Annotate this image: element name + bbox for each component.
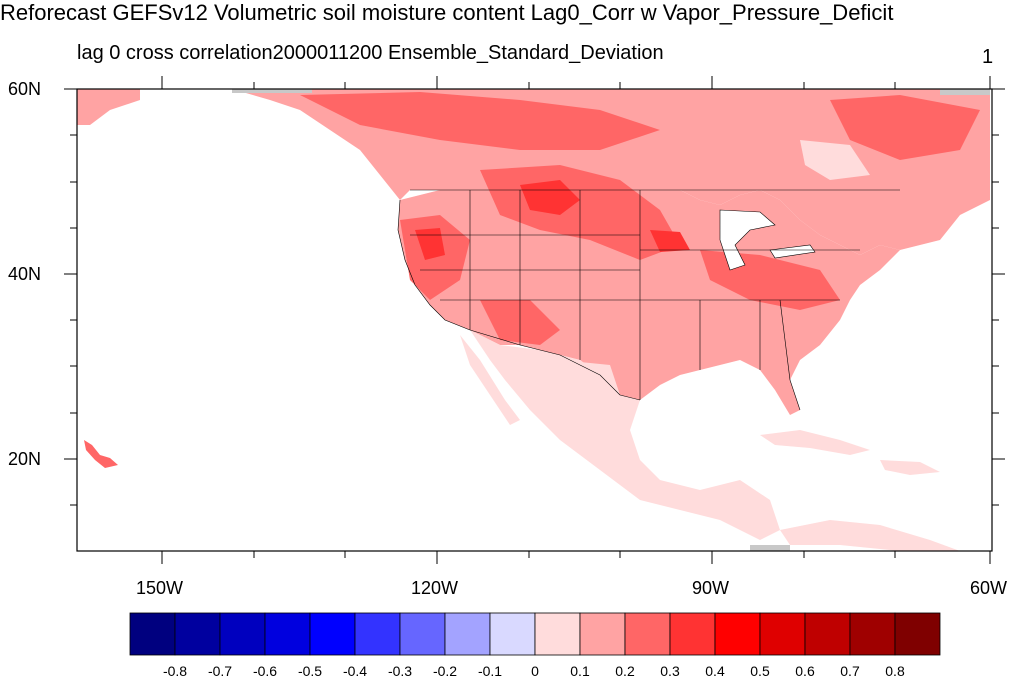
plot-subtitle: lag 0 cross correlation2000011200 Ensemb… (77, 42, 664, 64)
colorbar-tick-label: 0.3 (660, 663, 680, 679)
lat-label-20n: 20N (8, 449, 42, 469)
patch-light-texas (560, 360, 620, 395)
colorbar-tick-label: -0.8 (162, 663, 188, 679)
colorbar-swatch (894, 612, 941, 656)
colorbar-swatch (129, 612, 176, 656)
colorbar-tick-label: -0.7 (207, 663, 233, 679)
colorbar-swatch (759, 612, 806, 656)
lon-label-60w: 60W (970, 578, 1008, 598)
axis-ticks (64, 76, 1005, 564)
baja-region (460, 335, 520, 425)
missing-strip-bottom (750, 545, 790, 551)
colorbar-swatch (354, 612, 401, 656)
plot-title: Reforecast GEFSv12 Volumetric soil moist… (0, 0, 894, 25)
patch-peak-3 (650, 230, 690, 252)
patch-peak-1 (520, 180, 580, 215)
colorbar-tick-label: -0.1 (477, 663, 503, 679)
colorbar-tick-label: -0.3 (387, 663, 413, 679)
cuba-region (760, 430, 870, 455)
usa-region (398, 190, 900, 415)
colorbar-swatch (309, 612, 356, 656)
colorbar-tick-label: 0.1 (570, 663, 590, 679)
colorbar-tick-label: 0.6 (795, 663, 815, 679)
colorbar-tick-label: -0.6 (252, 663, 278, 679)
plot-subtitle-right: 1 (982, 46, 994, 68)
colorbar-tick-label: 0.7 (840, 663, 860, 679)
alaska-fringe (77, 89, 140, 125)
hawaii-region (84, 440, 118, 468)
colorbar-tick-label: -0.5 (297, 663, 323, 679)
colorbar-tick-label: 0 (531, 663, 539, 679)
patch-canada-north (300, 92, 660, 150)
colorbar-tick-label: 0.5 (750, 663, 770, 679)
colorbar-swatch (804, 612, 851, 656)
colorbar-swatch (399, 612, 446, 656)
colorbar-swatch (579, 612, 626, 656)
mexico-region (470, 330, 780, 540)
colorbar-swatch (624, 612, 671, 656)
lon-label-90w: 90W (692, 578, 730, 598)
colorbar-tick-label: -0.2 (432, 663, 458, 679)
colorbar-tick-label: 0.2 (615, 663, 635, 679)
colorbar-swatch (264, 612, 311, 656)
boundary-lines (397, 189, 900, 411)
hispaniola-region (880, 460, 940, 475)
missing-strip-top (232, 89, 312, 93)
colorbar-tick-label: -0.4 (342, 663, 368, 679)
central-america-region (780, 520, 960, 551)
patch-peak-2 (415, 228, 445, 260)
colorbar-swatch (714, 612, 761, 656)
patch-light-hudson (800, 140, 870, 180)
colorbar-swatch (219, 612, 266, 656)
colorbar-swatch (444, 612, 491, 656)
lon-label-150w: 150W (136, 578, 184, 598)
colorbar-swatch (849, 612, 896, 656)
land-layer (77, 89, 990, 551)
colorbar-swatch (534, 612, 581, 656)
colorbar (129, 612, 941, 656)
colorbar-tick-label: 0.4 (705, 663, 725, 679)
colorbar-swatch (174, 612, 221, 656)
patch-quebec (830, 95, 980, 160)
colorbar-tick-label: 0.8 (885, 663, 905, 679)
lake-erie (769, 244, 816, 259)
lat-label-40n: 40N (8, 264, 42, 284)
lat-label-60n: 60N (8, 79, 42, 99)
lon-label-120w: 120W (411, 578, 459, 598)
colorbar-swatch (489, 612, 536, 656)
colorbar-swatch (669, 612, 716, 656)
missing-strip-topright (940, 89, 990, 95)
